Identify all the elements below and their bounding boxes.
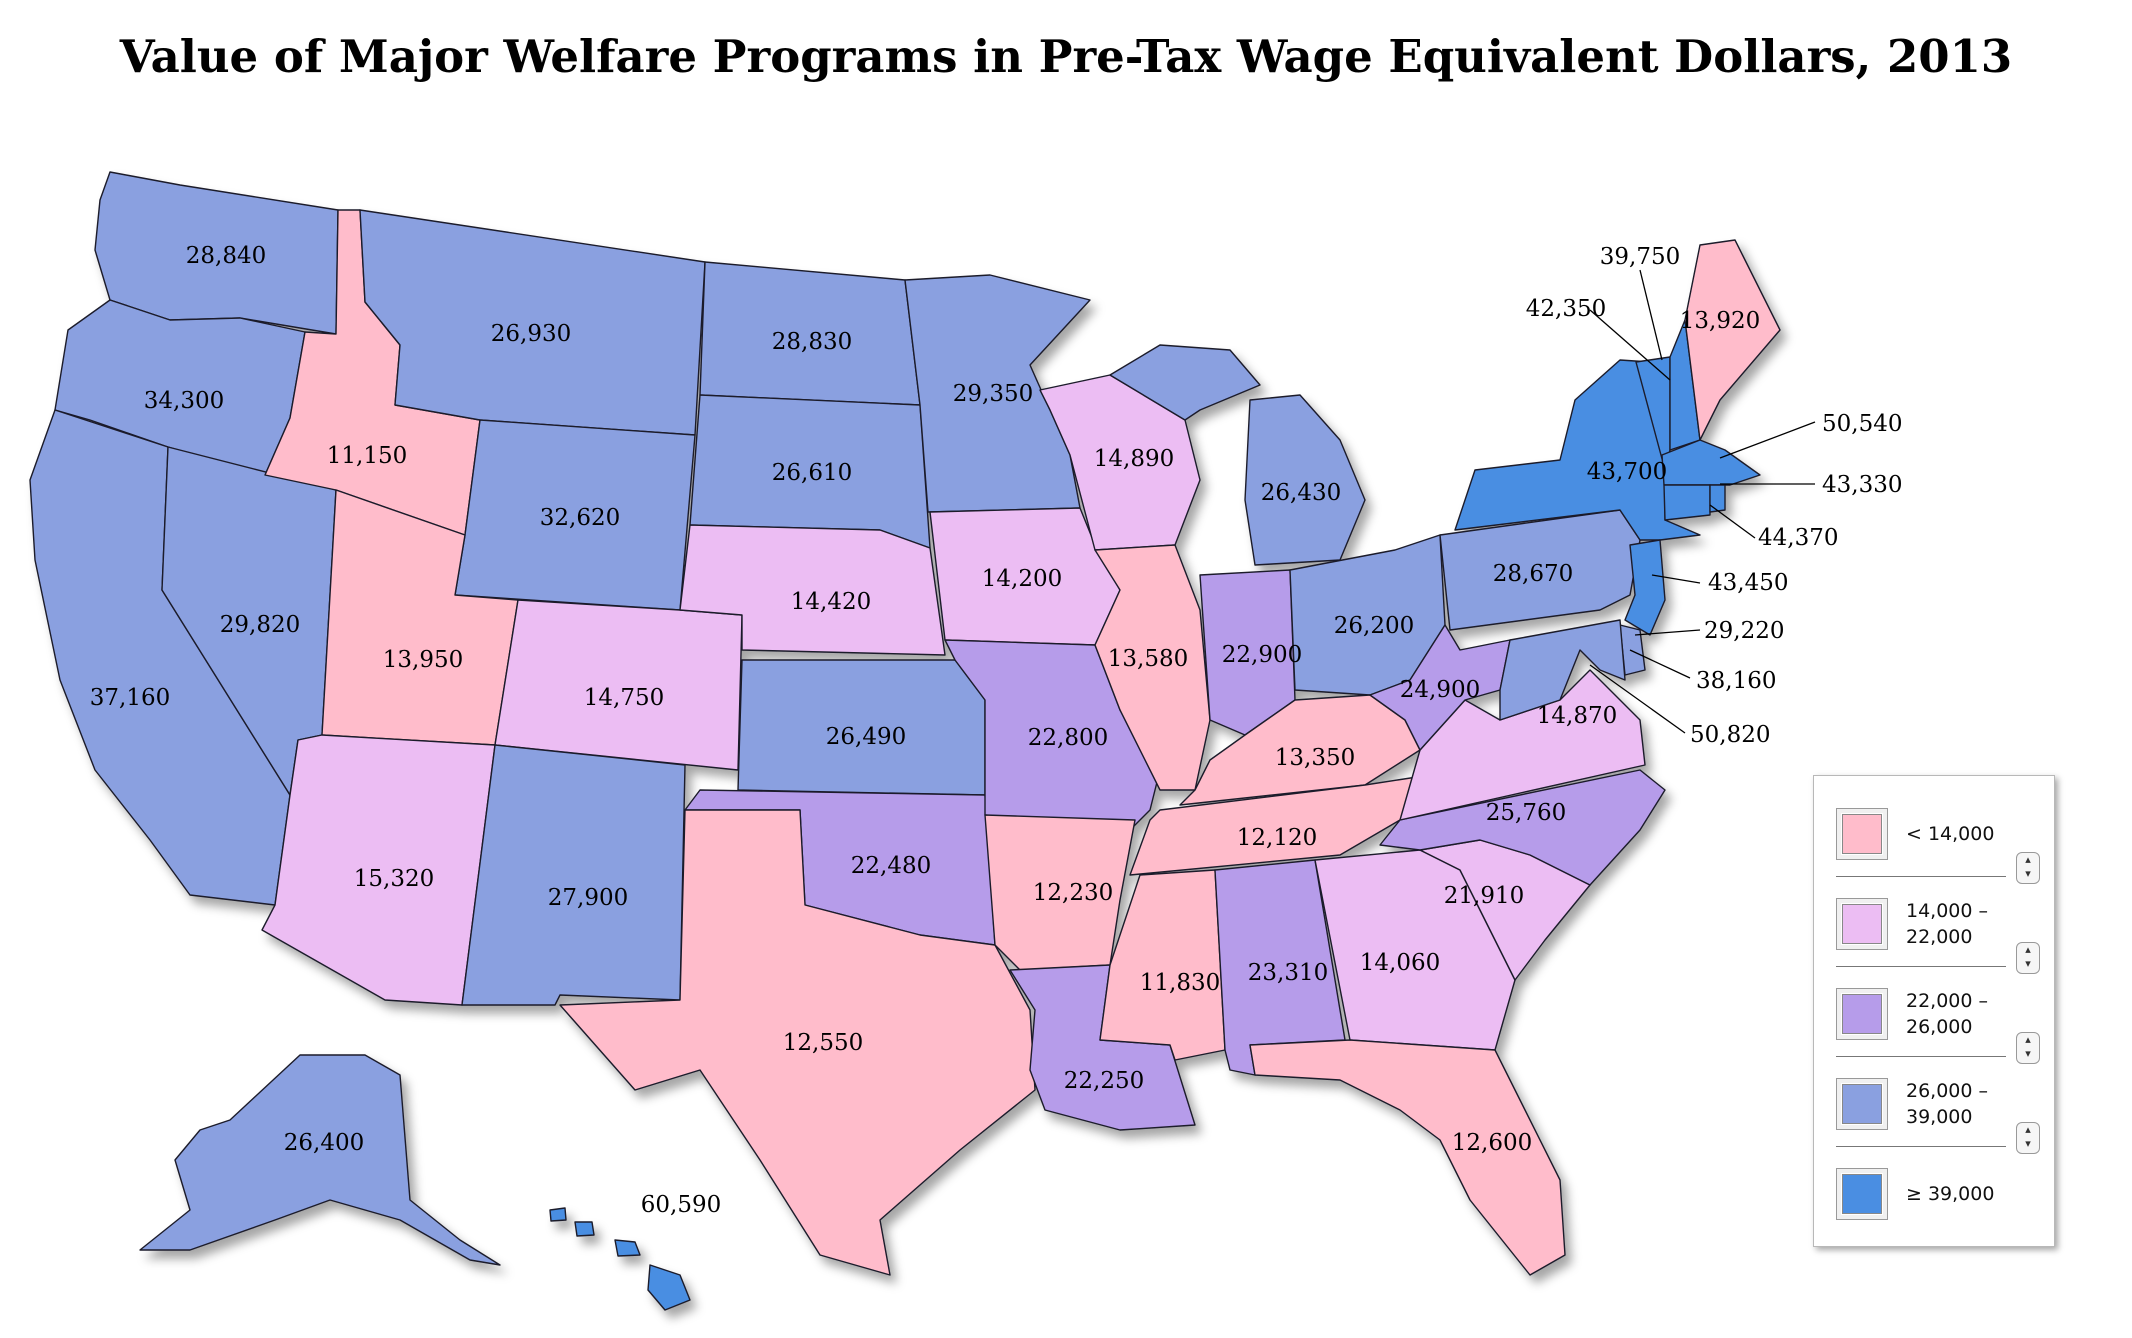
state-md <box>1499 619 1626 721</box>
state-wv <box>1369 624 1511 751</box>
label-nh: 42,350 <box>1526 296 1606 322</box>
label-ak: 26,400 <box>284 1130 364 1156</box>
label-hi: 60,590 <box>641 1192 721 1218</box>
legend-divider <box>1836 876 2006 877</box>
label-il: 13,580 <box>1108 646 1188 672</box>
label-mn: 29,350 <box>953 381 1033 407</box>
label-nm: 27,900 <box>548 885 628 911</box>
label-ct: 44,370 <box>1758 525 1838 551</box>
map-title: Value of Major Welfare Programs in Pre-T… <box>119 30 2013 83</box>
legend-swatch <box>1836 988 1888 1040</box>
legend-swatch <box>1836 1168 1888 1220</box>
state-ri <box>1709 484 1726 513</box>
label-ne: 14,420 <box>791 589 871 615</box>
label-mi: 26,430 <box>1261 480 1341 506</box>
label-id: 11,150 <box>327 443 407 469</box>
legend-label: 22,000 – 26,000 <box>1906 990 1989 1038</box>
state-tx <box>559 809 1036 1276</box>
label-nc: 25,760 <box>1486 800 1566 826</box>
label-in: 22,900 <box>1222 642 1302 668</box>
up-down-stepper-icon[interactable]: ▴ ▾ <box>2016 942 2040 974</box>
state-nj <box>1624 539 1666 636</box>
leader-lines <box>1589 269 1816 734</box>
legend-label: 26,000 – 39,000 <box>1906 1080 1989 1128</box>
label-sd: 26,610 <box>772 460 852 486</box>
label-ar: 12,230 <box>1033 880 1113 906</box>
state-il <box>1094 544 1211 791</box>
label-wy: 32,620 <box>540 505 620 531</box>
label-ga: 14,060 <box>1360 950 1440 976</box>
label-tn: 12,120 <box>1237 825 1317 851</box>
label-ok: 22,480 <box>851 853 931 879</box>
state-mi-up <box>1109 344 1261 421</box>
label-sc: 21,910 <box>1444 883 1524 909</box>
state-mi <box>1244 394 1366 566</box>
legend: < 14,000 ▴ ▾ 14,000 – 22,000 ▴ ▾ 22,000 – … <box>1813 775 2055 1247</box>
label-va: 14,870 <box>1537 703 1617 729</box>
label-pa: 28,670 <box>1493 561 1573 587</box>
label-ia: 14,200 <box>982 566 1062 592</box>
state-fl <box>1249 1039 1566 1276</box>
up-down-stepper-icon[interactable]: ▴ ▾ <box>2016 852 2040 884</box>
state-ct <box>1663 484 1711 521</box>
label-ks: 26,490 <box>826 724 906 750</box>
label-co: 14,750 <box>584 685 664 711</box>
label-vt: 39,750 <box>1600 244 1680 270</box>
label-me: 13,920 <box>1680 308 1760 334</box>
label-mt: 26,930 <box>491 321 571 347</box>
state-hi-kauai <box>549 1207 567 1222</box>
label-ky: 13,350 <box>1275 745 1355 771</box>
state-hi-oahu <box>574 1221 595 1237</box>
label-md: 38,160 <box>1696 668 1776 694</box>
label-wi: 14,890 <box>1094 446 1174 472</box>
legend-divider <box>1836 966 2006 967</box>
legend-divider <box>1836 1146 2006 1147</box>
state-co <box>494 599 743 771</box>
legend-swatch <box>1836 1078 1888 1130</box>
label-oh: 26,200 <box>1334 613 1414 639</box>
legend-label: < 14,000 <box>1906 823 1995 845</box>
label-ut: 13,950 <box>383 647 463 673</box>
state-nm <box>461 744 686 1006</box>
label-nv: 29,820 <box>220 612 300 638</box>
state-me <box>1684 239 1781 441</box>
label-ms: 11,830 <box>1140 970 1220 996</box>
legend-label: 14,000 – 22,000 <box>1906 900 1989 948</box>
up-down-stepper-icon[interactable]: ▴ ▾ <box>2016 1032 2040 1064</box>
label-al: 23,310 <box>1248 960 1328 986</box>
state-labels: 28,840 34,300 37,160 29,820 11,150 26,93… <box>90 243 1903 1218</box>
label-ri: 43,330 <box>1822 472 1902 498</box>
label-or: 34,300 <box>144 388 224 414</box>
label-wa: 28,840 <box>186 243 266 269</box>
label-wv: 24,900 <box>1400 677 1480 703</box>
label-nd: 28,830 <box>772 329 852 355</box>
label-nj: 43,450 <box>1708 570 1788 596</box>
label-tx: 12,550 <box>783 1030 863 1056</box>
label-mo: 22,800 <box>1028 725 1108 751</box>
label-fl: 12,600 <box>1452 1130 1532 1156</box>
state-hi-maui <box>614 1239 641 1257</box>
up-down-stepper-icon[interactable]: ▴ ▾ <box>2016 1122 2040 1154</box>
label-ca: 37,160 <box>90 685 170 711</box>
state-hi <box>647 1264 691 1311</box>
legend-swatch <box>1836 808 1888 860</box>
label-az: 15,320 <box>354 866 434 892</box>
state-va <box>1399 669 1646 821</box>
legend-divider <box>1836 1056 2006 1057</box>
state-nc <box>1379 769 1666 886</box>
state-ak <box>139 1054 501 1266</box>
label-de: 29,220 <box>1704 618 1784 644</box>
label-ny: 43,700 <box>1587 459 1667 485</box>
legend-label: ≥ 39,000 <box>1906 1183 1995 1205</box>
state-ne <box>679 524 946 656</box>
state-tn <box>1129 774 1431 876</box>
label-la: 22,250 <box>1064 1068 1144 1094</box>
label-ma: 50,540 <box>1822 411 1902 437</box>
label-dc: 50,820 <box>1690 722 1770 748</box>
legend-swatch <box>1836 898 1888 950</box>
